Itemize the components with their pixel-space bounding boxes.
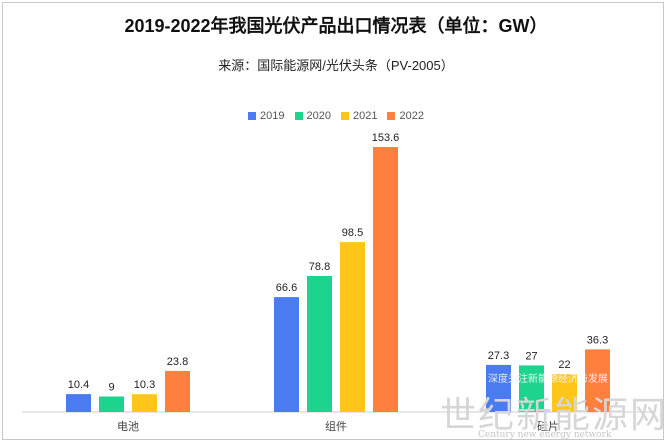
data-label: 27.3 [488, 350, 509, 362]
data-label: 36.3 [587, 334, 608, 346]
legend-label: 2022 [399, 110, 424, 122]
data-label: 78.8 [309, 261, 330, 273]
legend-item-2019: 2019 [248, 110, 285, 122]
legend-item-2021: 2021 [341, 110, 377, 122]
category-label: 电池 [117, 420, 139, 433]
category-label: 硅片 [537, 420, 559, 433]
watermark-subtitle: Century new energy network [478, 430, 612, 440]
category-label: 组件 [325, 419, 347, 433]
bar-电池-2022 [165, 370, 190, 412]
bar-电池-2019 [66, 394, 91, 412]
bar-组件-2020 [307, 276, 332, 412]
bar-组件-2022 [373, 147, 398, 412]
legend-label: 2021 [353, 110, 378, 122]
data-label: 10.4 [68, 379, 89, 391]
data-label: 66.6 [276, 282, 297, 294]
watermark-logo: 世纪新能源网 [440, 395, 669, 436]
bar-硅片-2022 [585, 349, 610, 412]
bar-电池-2020 [99, 396, 124, 412]
legend-label: 2020 [306, 110, 331, 122]
chart-title: 2019-2022年我国光伏产品出口情况表（单位：GW） [124, 16, 548, 36]
data-label: 153.6 [372, 132, 400, 144]
bar-组件-2021 [340, 242, 365, 412]
chart-legend: 2019 2020 2021 2022 [0, 110, 672, 122]
chart-subtitle: 来源：国际能源网/光伏头条（PV-2005） [218, 58, 454, 73]
legend-swatch [294, 112, 303, 120]
data-label: 98.5 [342, 227, 363, 239]
legend-swatch [387, 112, 396, 120]
legend-item-2022: 2022 [387, 110, 424, 122]
bar-电池-2021 [132, 394, 157, 412]
chart-frame [2, 2, 664, 440]
data-label: 22 [558, 359, 570, 371]
legend-item-2020: 2020 [294, 110, 331, 122]
legend-swatch [341, 112, 349, 120]
data-label: 9 [108, 382, 114, 394]
data-label: 23.8 [167, 356, 188, 368]
watermark-overlay-text: 深度关注新能源经济与发展 [488, 372, 608, 385]
legend-label: 2019 [260, 110, 285, 122]
legend-swatch [248, 112, 257, 120]
bar-硅片-2019 [486, 364, 511, 412]
data-label: 27 [525, 350, 537, 362]
bar-组件-2019 [274, 297, 299, 412]
bar-硅片-2020 [519, 365, 544, 412]
bar-硅片-2021 [552, 374, 577, 412]
data-label: 10.3 [134, 379, 155, 391]
